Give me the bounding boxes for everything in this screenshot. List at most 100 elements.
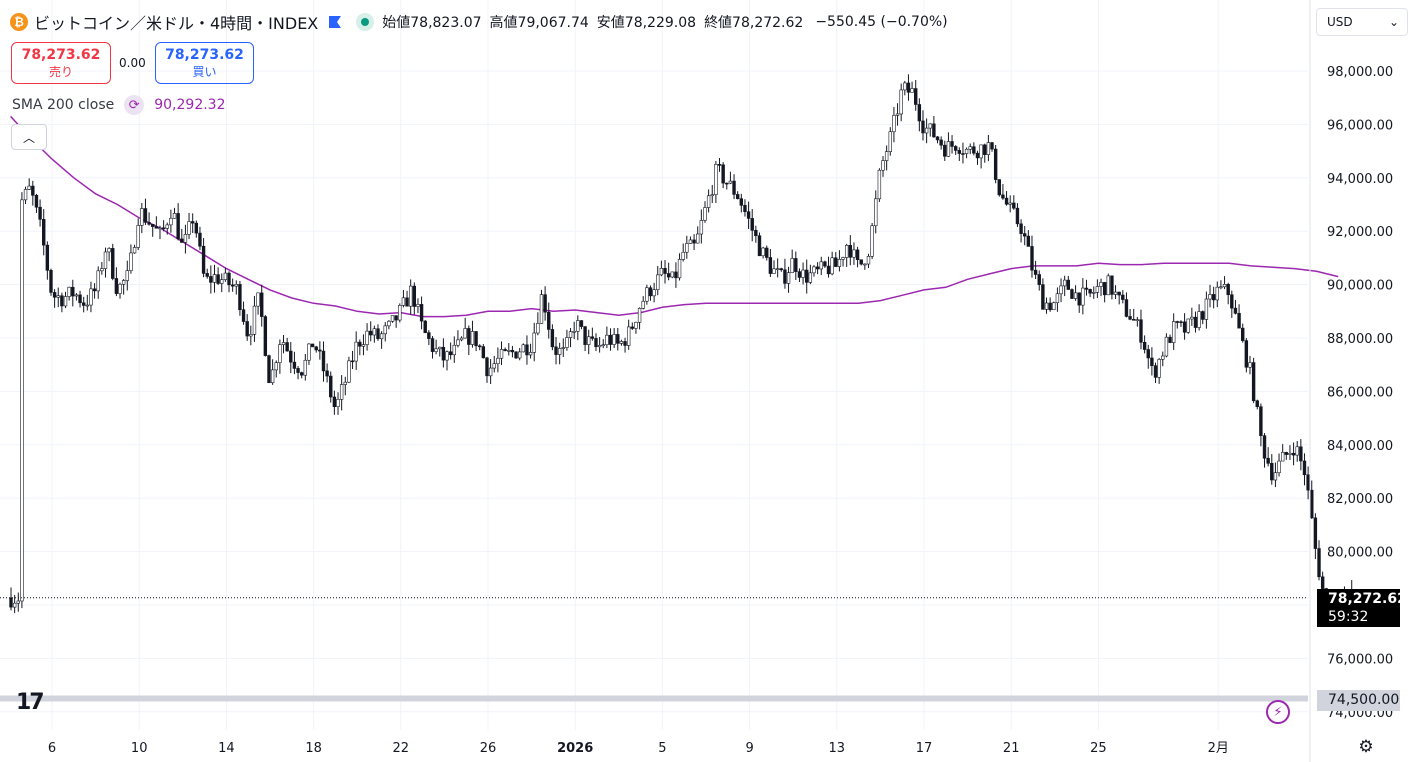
candle-body <box>1157 359 1161 378</box>
candle-body <box>245 321 249 337</box>
candle-body <box>274 362 278 371</box>
candle-body <box>1139 319 1143 343</box>
market-status-icon[interactable] <box>356 13 375 31</box>
candle-body <box>834 257 838 267</box>
flag-icon[interactable] <box>328 15 342 29</box>
buy-button[interactable]: 78,273.62 買い <box>155 42 254 84</box>
candle-body <box>9 597 13 608</box>
candle-body <box>63 296 68 307</box>
candle-body <box>779 268 783 271</box>
collapse-legend-button[interactable]: ︿ <box>11 124 47 150</box>
candle-body <box>623 341 627 346</box>
candle-body <box>539 294 544 324</box>
lightning-icon[interactable]: ⚡ <box>1266 700 1290 724</box>
candle-body <box>216 274 220 284</box>
candle-body <box>812 266 816 274</box>
candle-body <box>943 144 947 157</box>
sma-label: SMA 200 close <box>12 97 115 113</box>
x-tick-label: 6 <box>48 741 56 756</box>
candle-body <box>1055 293 1060 304</box>
chart-header: ₿ ビットコイン／米ドル・4時間・INDEX 始値78,823.07 高値79,… <box>10 8 948 36</box>
refresh-icon[interactable]: ⟳ <box>124 95 145 115</box>
candle-body <box>772 268 776 274</box>
tradingview-logo[interactable]: 17 <box>16 690 45 715</box>
candle-body <box>844 245 849 258</box>
candle-body <box>401 297 406 306</box>
candle-body <box>427 332 431 339</box>
currency-select[interactable]: USD ⌄ <box>1316 8 1408 36</box>
candle-body <box>412 285 417 307</box>
candle-body <box>241 309 246 322</box>
candle-body <box>794 258 798 272</box>
x-tick-label: 25 <box>1090 741 1107 756</box>
candle-body <box>997 179 1001 196</box>
candle-body <box>525 344 529 356</box>
candle-body <box>975 152 980 159</box>
candle-body <box>1295 446 1299 456</box>
candle-body <box>714 164 718 195</box>
candle-body <box>263 316 268 356</box>
x-tick-label: 10 <box>131 741 148 756</box>
candle-body <box>49 270 53 293</box>
candle-body <box>485 357 489 377</box>
gear-icon[interactable]: ⚙ <box>1358 737 1374 757</box>
candle-body <box>456 339 460 346</box>
candle-body <box>103 251 108 269</box>
horizontal-line-tag[interactable]: 74,500.00 <box>1317 690 1400 711</box>
candle-body <box>681 251 685 260</box>
candle-body <box>299 372 304 376</box>
candle-body <box>645 287 649 302</box>
x-tick-label: 26 <box>480 741 497 756</box>
candle-body <box>801 269 805 278</box>
candle-body <box>641 300 645 309</box>
ohlc-low: 安値78,229.08 <box>596 15 697 31</box>
candle-body <box>20 199 24 602</box>
candle-body <box>318 349 322 352</box>
candle-body <box>1128 316 1132 320</box>
candle-body <box>648 287 653 297</box>
candle-body <box>514 351 518 359</box>
candle-body <box>637 308 642 323</box>
candle-body <box>1004 197 1009 205</box>
candle-body <box>1273 472 1278 481</box>
candle-body <box>1320 576 1325 589</box>
candle-body <box>1204 298 1209 320</box>
candle-body <box>1095 286 1100 293</box>
candle-body <box>438 346 442 350</box>
bitcoin-icon: ₿ <box>10 13 28 31</box>
candle-body <box>917 104 922 122</box>
candle-body <box>888 131 892 152</box>
candle-body <box>1026 235 1031 247</box>
candle-body <box>1266 457 1270 464</box>
candle-body <box>656 274 660 290</box>
candle-body <box>735 194 740 199</box>
candle-body <box>416 304 420 307</box>
y-tick-label: 86,000.00 <box>1327 385 1393 400</box>
sma-line[interactable] <box>10 115 1339 318</box>
candle-body <box>576 320 580 332</box>
candle-body <box>289 350 293 363</box>
sma-legend[interactable]: SMA 200 close ⟳ 90,292.32 <box>12 95 226 115</box>
candle-body <box>881 160 885 171</box>
candle-body <box>946 141 951 157</box>
candle-body <box>223 272 228 280</box>
sell-button[interactable]: 78,273.62 売り <box>11 42 111 84</box>
candle-body <box>1222 284 1227 288</box>
candle-body <box>754 230 758 237</box>
x-tick-label: 2026 <box>557 741 593 756</box>
candle-body <box>652 289 656 297</box>
candle-body <box>448 351 453 356</box>
candle-body <box>746 211 751 219</box>
candle-body <box>165 224 169 229</box>
last-price-value: 78,272.62 <box>1328 591 1407 607</box>
candle-body <box>1150 357 1154 366</box>
symbol-title[interactable]: ビットコイン／米ドル・4時間・INDEX <box>34 14 319 33</box>
candle-body <box>1211 294 1216 301</box>
candle-body <box>728 180 733 184</box>
candle-body <box>488 367 493 377</box>
y-tick-label: 92,000.00 <box>1327 225 1393 240</box>
candle-body <box>953 146 958 151</box>
candle-body <box>34 194 39 208</box>
candle-body <box>198 232 202 247</box>
